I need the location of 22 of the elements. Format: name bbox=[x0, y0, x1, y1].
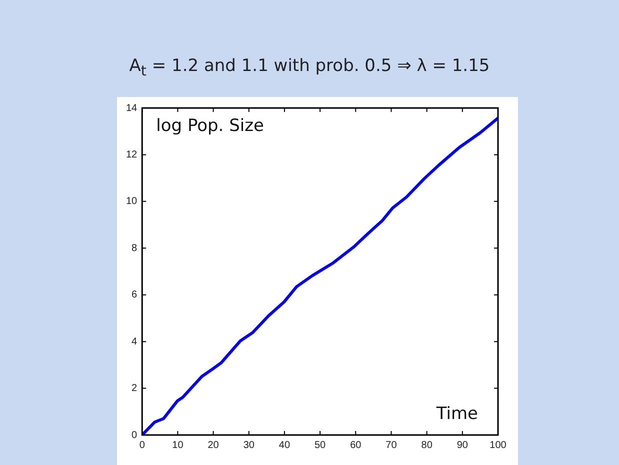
y-tick-label: 8 bbox=[132, 242, 138, 254]
x-tick-label: 0 bbox=[139, 440, 146, 451]
x-tick-label: 30 bbox=[243, 440, 255, 451]
y-tick-label: 0 bbox=[132, 430, 138, 441]
x-tick-label: 40 bbox=[278, 440, 290, 451]
y-tick-label: 10 bbox=[126, 196, 138, 208]
x-tick-label: 20 bbox=[208, 440, 220, 451]
x-tick-label: 10 bbox=[172, 440, 184, 451]
x-tick-label: 70 bbox=[386, 440, 398, 451]
y-tick-label: 2 bbox=[132, 383, 138, 394]
x-tick-label: 90 bbox=[456, 440, 468, 451]
y-tick-label: 4 bbox=[132, 336, 138, 348]
y-tick-label: 12 bbox=[126, 149, 138, 160]
x-axis-title: Time bbox=[435, 404, 478, 424]
x-tick-label: 80 bbox=[421, 440, 433, 451]
y-tick-label: 14 bbox=[126, 102, 138, 114]
x-tick-label: 50 bbox=[314, 440, 326, 451]
y-tick-label: 6 bbox=[132, 290, 138, 301]
chart-title: A$_{t}$ = 1.2 and 1.1 with prob. 0.5 ⇒ λ = 1.15 bbox=[128, 56, 491, 80]
y-axis-title: log Pop. Size bbox=[156, 116, 264, 136]
x-tick-label: 100 bbox=[490, 440, 507, 451]
x-tick-label: 60 bbox=[350, 440, 362, 451]
